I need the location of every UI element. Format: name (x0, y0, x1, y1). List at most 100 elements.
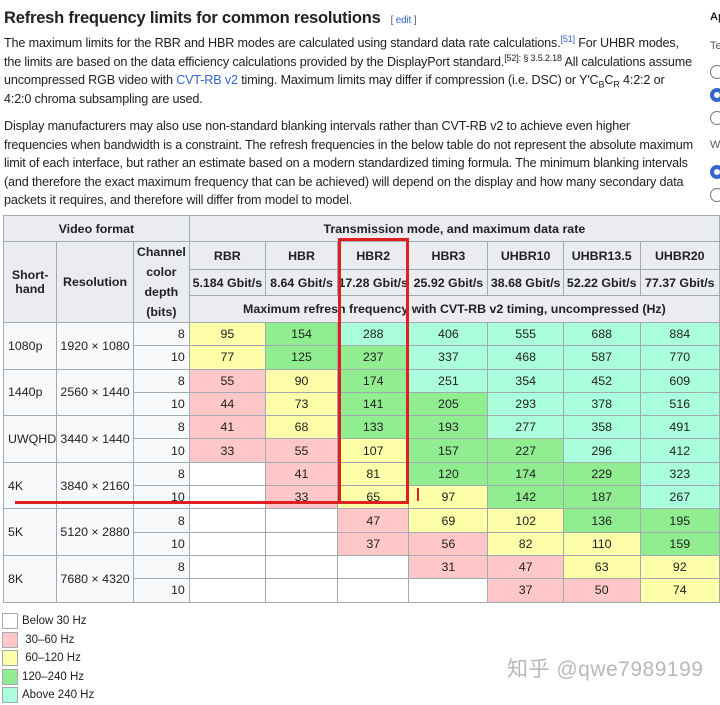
frequency-cell (264, 578, 339, 603)
radio-option-selected[interactable] (710, 88, 720, 102)
mode-header: RBR (188, 240, 266, 271)
frequency-cell (188, 485, 266, 510)
annotation-line (15, 501, 409, 504)
refresh-subheader: Maximum refresh frequency with CVT-RB v2… (188, 294, 720, 324)
radio-option[interactable] (710, 65, 720, 79)
frequency-cell: 55 (188, 368, 266, 393)
watermark: 知乎 @qwe7989199 (507, 658, 704, 681)
frequency-cell: 97 (408, 485, 489, 510)
legend-label: Below 30 Hz (22, 615, 87, 628)
frequency-cell: 406 (408, 321, 489, 347)
frequency-cell: 293 (487, 391, 564, 417)
frequency-cell (264, 531, 339, 556)
frequency-cell: 227 (487, 438, 564, 463)
mode-header: HBR (264, 240, 339, 271)
frequency-cell: 609 (639, 368, 720, 393)
frequency-cell: 41 (264, 461, 339, 487)
frequency-cell: 452 (562, 368, 641, 393)
frequency-cell: 337 (408, 345, 489, 370)
mode-header: UHBR10 (487, 240, 564, 271)
frequency-cell (337, 578, 410, 603)
paragraph-2: Display manufacturers may also use non-s… (4, 119, 693, 207)
depth-cell: 10 (132, 345, 190, 370)
frequency-cell: 296 (562, 438, 641, 463)
table-row: 8K 7680 × 4320 8 31 47 63 92 (2, 554, 720, 603)
edit-link[interactable]: edit (395, 15, 412, 26)
shorthand-cell: UWQHD (2, 415, 58, 463)
rate-header: 52.22 Gbit/s (562, 269, 641, 296)
refresh-frequency-table: Video format Transmission mode, and maxi… (2, 215, 720, 603)
frequency-cell: 33 (264, 485, 339, 510)
legend-item: 120–240 Hz (2, 668, 94, 687)
frequency-cell: 95 (188, 321, 266, 347)
frequency-cell: 63 (562, 554, 641, 580)
ref-51[interactable]: [51] (560, 33, 575, 44)
mode-header: HBR3 (408, 240, 489, 271)
shorthand-cell: 1080p (2, 322, 58, 370)
legend-item: 30–60 Hz (2, 631, 94, 650)
radio-option[interactable] (710, 111, 720, 125)
depth-cell: 10 (132, 578, 190, 603)
legend-label: Above 240 Hz (22, 689, 95, 702)
edit-section: [ edit ] (390, 15, 417, 26)
frequency-cell: 378 (562, 391, 641, 417)
section-heading: Refresh frequency limits for common reso… (4, 9, 417, 27)
frequency-cell: 47 (487, 554, 564, 580)
frequency-cell: 358 (562, 415, 641, 440)
frequency-cell: 33 (188, 438, 266, 463)
legend-swatch (2, 687, 18, 704)
table-row: 4K 3840 × 2160 8 41 81 120 174 229 323 (2, 461, 720, 510)
frequency-cell: 154 (264, 321, 339, 347)
frequency-cell: 157 (408, 438, 489, 463)
radio-option-selected[interactable] (710, 165, 720, 179)
frequency-cell: 142 (487, 485, 564, 510)
legend-swatch (2, 668, 18, 685)
frequency-cell (408, 578, 489, 603)
frequency-cell: 125 (264, 345, 339, 370)
shorthand-cell: 1440p (2, 368, 58, 417)
frequency-cell: 92 (639, 554, 720, 580)
frequency-cell: 77 (188, 345, 266, 370)
cvt-rb-v2-link[interactable]: CVT-RB v2 (176, 73, 238, 87)
frequency-cell: 56 (408, 531, 489, 556)
frequency-cell (188, 531, 266, 556)
depth-cell: 8 (132, 415, 190, 440)
shorthand-cell: 5K (2, 508, 58, 556)
frequency-cell: 136 (562, 508, 641, 533)
rate-header: 17.28 Gbit/s (337, 269, 410, 296)
table-row: 10 37 50 74 (4, 578, 720, 603)
depth-cell: 8 (132, 461, 190, 487)
frequency-cell (264, 508, 339, 533)
table-row: 1440p 2560 × 1440 8 55 90 174 251 354 452 609 (2, 368, 720, 417)
resolution-cell: 1920 × 1080 (56, 322, 134, 370)
depth-cell: 8 (132, 554, 190, 580)
frequency-cell: 37 (487, 578, 564, 603)
frequency-cell: 187 (562, 485, 641, 510)
frequency-cell (188, 508, 266, 533)
frequency-cell: 412 (639, 438, 720, 463)
table-row: 5K 5120 × 2880 8 47 69 102 136 195 (2, 508, 720, 556)
frequency-cell: 68 (264, 415, 339, 440)
frequency-cell (188, 554, 266, 580)
radio-option[interactable] (710, 188, 720, 202)
legend-swatch (2, 613, 18, 630)
annotation-box-right (406, 238, 409, 504)
frequency-cell: 73 (264, 391, 339, 417)
resolution-cell: 3440 × 1440 (56, 415, 134, 463)
right-sidebar: Ap Te W (704, 0, 720, 702)
legend-item: Above 240 Hz (2, 686, 94, 705)
table-row: 1080p 1920 × 1080 8 95 154 288 406 555 688 884 (2, 321, 720, 370)
depth-cell: 8 (132, 508, 190, 533)
depth-cell: 10 (132, 531, 190, 556)
resolution-cell: 7680 × 4320 (56, 554, 134, 603)
depth-cell: 10 (132, 485, 190, 510)
mode-header: HBR2 (337, 240, 410, 271)
frequency-cell (337, 554, 410, 580)
ref-52[interactable]: [52]: § 3.5.2.18 (504, 52, 562, 63)
frequency-cell (188, 578, 266, 603)
legend-item: 60–120 Hz (2, 649, 94, 668)
frequency-cell: 102 (487, 508, 564, 533)
frequency-cell: 267 (639, 485, 720, 510)
annotation-box-left (338, 238, 341, 504)
frequency-cell: 770 (639, 345, 720, 370)
